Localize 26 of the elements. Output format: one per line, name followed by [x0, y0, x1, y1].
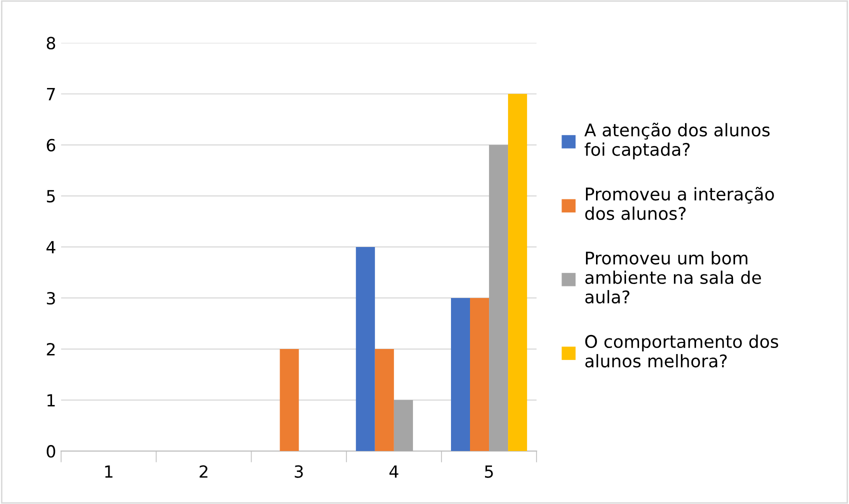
x-tick-label: 1 [105, 465, 112, 478]
bar [450, 298, 470, 452]
x-tick-label: 4 [389, 465, 398, 478]
y-tick-label: 3 [46, 292, 55, 305]
bar [394, 400, 413, 452]
x-tick-label: 5 [485, 465, 493, 478]
y-tick-label: 7 [47, 88, 55, 100]
bar [508, 94, 528, 452]
y-tick-label: 5 [46, 190, 55, 202]
x-tick-label: 2 [200, 465, 208, 478]
y-tick-label: 0 [46, 445, 56, 458]
y-tick-label: 4 [46, 241, 56, 254]
x-tick-label: 3 [294, 465, 303, 478]
y-tick-label: 8 [46, 36, 56, 50]
bar [374, 349, 394, 452]
legend-label: A atenção dos alunos foi captada? [584, 122, 770, 160]
bar [470, 298, 490, 452]
legend-label: Promoveu um bom ambiente na sala de aula? [585, 251, 761, 304]
bar [356, 246, 375, 452]
legend-label: O comportamento dos alunos melhora? [585, 334, 778, 368]
y-tick-label: 6 [46, 138, 56, 152]
bar [489, 144, 508, 452]
legend-label: Promoveu a interação dos alunos? [585, 186, 774, 220]
y-tick-label: 2 [46, 342, 55, 356]
bar [280, 349, 299, 452]
y-tick-label: 1 [47, 394, 55, 406]
